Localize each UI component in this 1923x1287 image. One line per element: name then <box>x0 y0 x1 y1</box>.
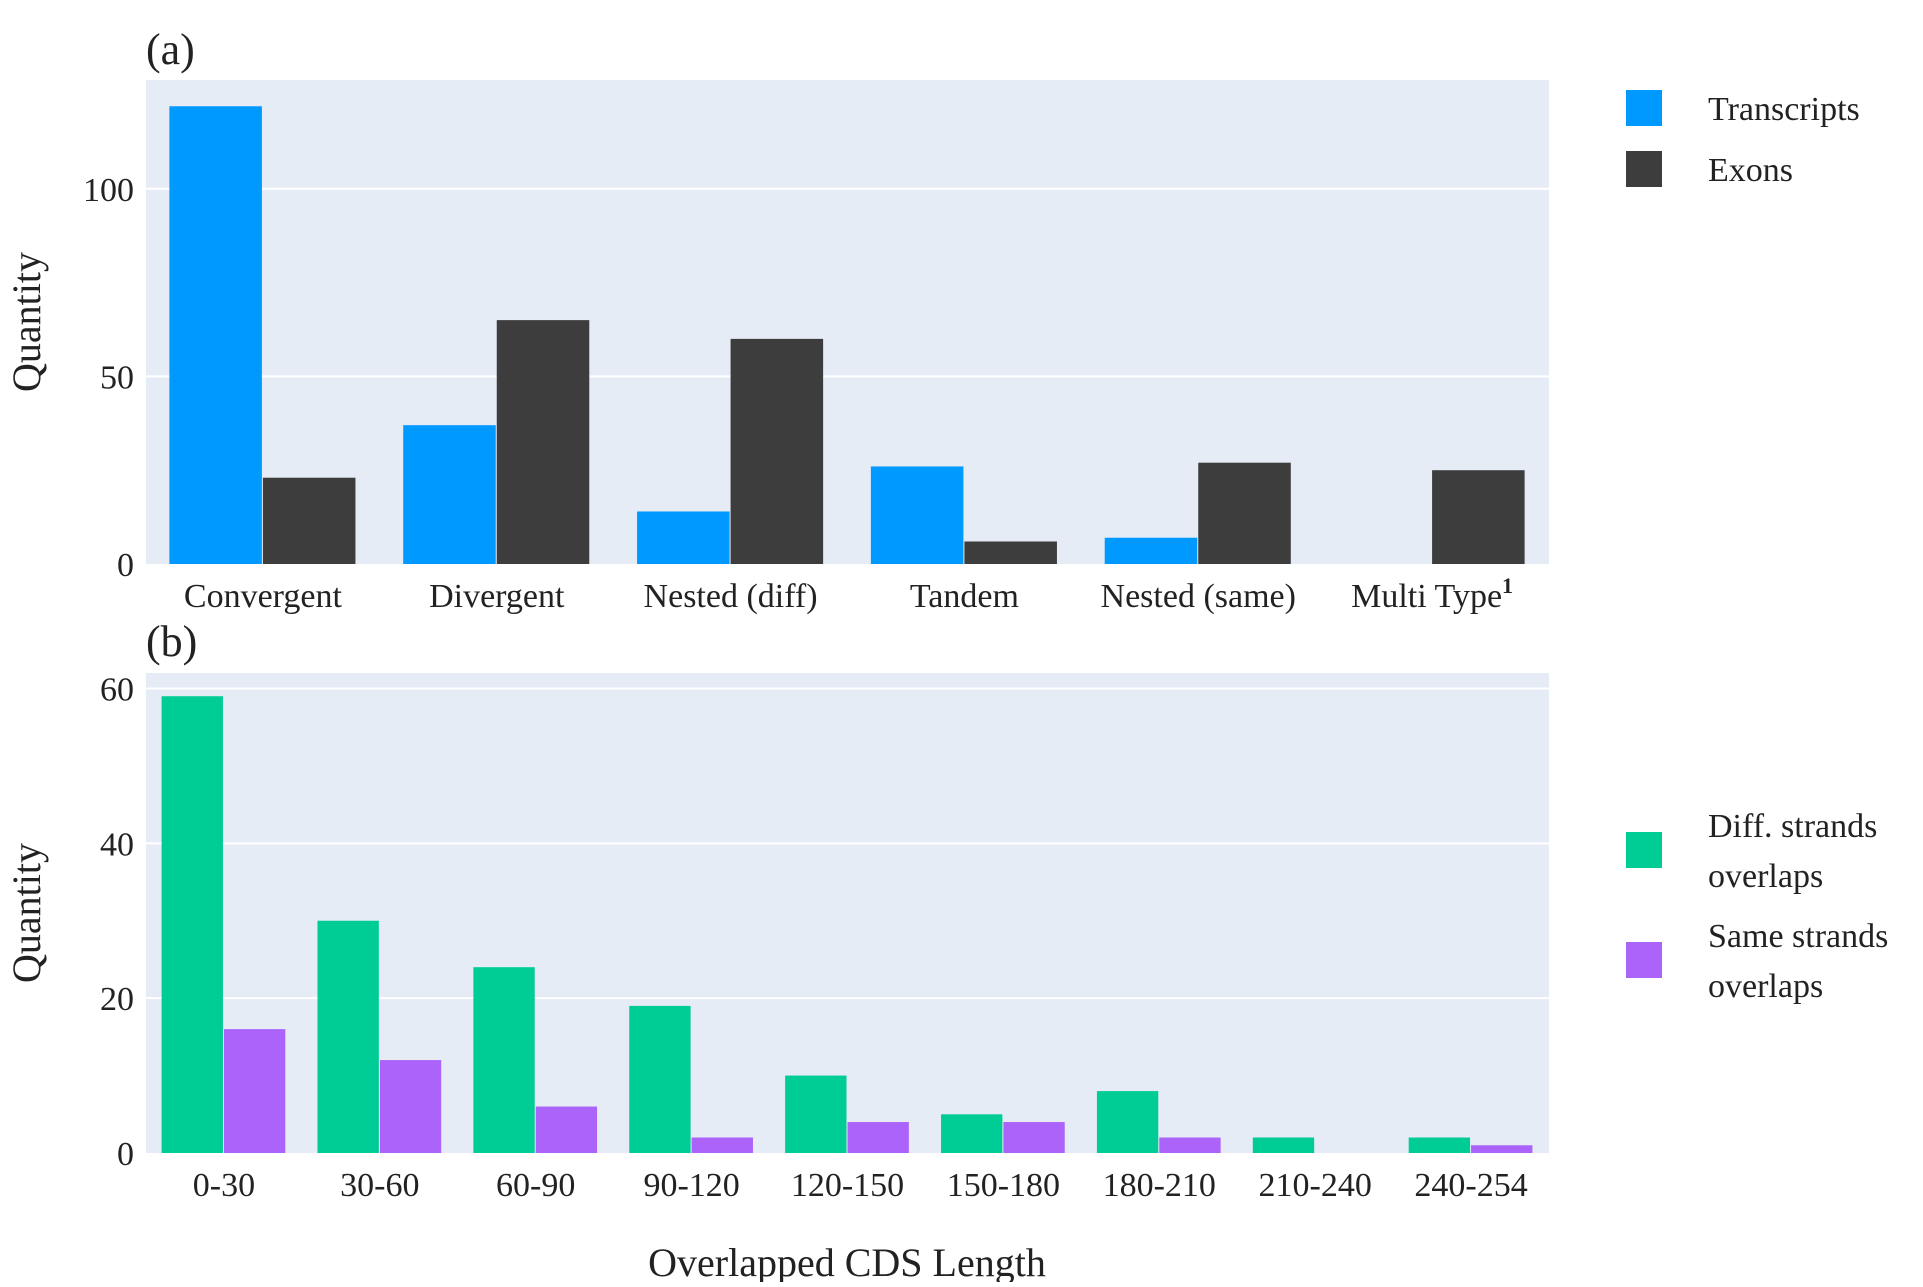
x-tick-label: 90-120 <box>643 1167 739 1204</box>
x-tick-label: Convergent <box>184 578 343 615</box>
legend-label: Same strands overlaps <box>1708 918 1888 1005</box>
y-tick-label: 100 <box>83 172 134 209</box>
bar-series1 <box>161 696 223 1153</box>
panel-b-x-ticks: 0-30 30-60 60-90 90-120 120-150 150-180 180-21… <box>193 1167 1528 1204</box>
panel-a-gridlines <box>146 187 1549 378</box>
bar-series1 <box>1408 1137 1471 1153</box>
panel-b: (b) 0 20 40 60 0-30 30-60 60-90 90-120 120-150 1… <box>4 617 1888 1285</box>
x-tick-label: 240-254 <box>1414 1167 1527 1204</box>
bar-series2 <box>223 1029 286 1153</box>
bar-series2 <box>1159 1137 1221 1153</box>
bar-series2 <box>379 1060 442 1153</box>
panel-a-plot-area <box>146 80 1549 564</box>
bar-series2 <box>496 320 590 564</box>
y-tick-label: 0 <box>117 1136 134 1173</box>
x-tick-label: 0-30 <box>193 1167 255 1204</box>
legend-label: Exons <box>1708 152 1793 189</box>
panel-b-y-axis-title: Quantity <box>4 843 49 983</box>
legend-label: Diff. strands overlaps <box>1708 808 1877 895</box>
x-tick-label: 120-150 <box>791 1167 904 1204</box>
y-tick-label: 40 <box>100 826 134 863</box>
bar-series2 <box>1471 1145 1533 1153</box>
panel-a-x-ticks: Convergent Divergent Nested (diff) Tandem Ne… <box>184 573 1513 615</box>
y-tick-label: 0 <box>117 547 134 584</box>
legend-swatch <box>1626 832 1662 868</box>
bar-series2 <box>1198 462 1291 564</box>
bar-series1 <box>629 1005 691 1153</box>
panel-a-legend: Transcripts Exons <box>1626 90 1860 189</box>
panel-b-bars <box>161 696 1533 1153</box>
panel-a-y-ticks: 0 50 100 <box>83 172 134 584</box>
bar-series2 <box>847 1122 909 1153</box>
legend-swatch <box>1626 151 1662 187</box>
bar-series1 <box>785 1075 847 1153</box>
x-tick-label: Tandem <box>910 578 1019 615</box>
x-tick-label: 60-90 <box>496 1167 575 1204</box>
bar-series1 <box>1096 1091 1159 1153</box>
bar-series2 <box>535 1106 598 1153</box>
panel-a-y-axis-title: Quantity <box>4 252 49 392</box>
bar-series1 <box>637 511 730 564</box>
bar-series1 <box>941 1114 1003 1153</box>
bar-series2 <box>262 477 356 564</box>
panel-b-gridlines <box>146 687 1549 1000</box>
bar-series1 <box>169 106 262 565</box>
x-tick-label: Divergent <box>429 578 565 615</box>
panel-b-legend: Diff. strands overlaps Same strands overlap… <box>1626 808 1888 1005</box>
panel-b-x-axis-title: Overlapped CDS Length <box>648 1240 1046 1282</box>
panel-a-label: (a) <box>146 25 195 74</box>
legend-swatch <box>1626 90 1662 126</box>
legend-label: Transcripts <box>1708 91 1860 128</box>
x-tick-label: 210-240 <box>1259 1167 1372 1204</box>
legend-swatch <box>1626 942 1662 978</box>
y-tick-label: 60 <box>100 671 134 708</box>
bar-series2 <box>691 1137 753 1153</box>
x-tick-label: 180-210 <box>1103 1167 1216 1204</box>
bar-series2 <box>730 338 824 564</box>
y-tick-label: 20 <box>100 981 134 1018</box>
x-tick-label: 150-180 <box>947 1167 1060 1204</box>
bar-series1 <box>473 967 535 1153</box>
bar-series2 <box>1432 470 1525 564</box>
bar-series2 <box>964 541 1057 564</box>
bar-series1 <box>870 466 964 564</box>
bar-series1 <box>1252 1137 1315 1153</box>
panel-a-bars <box>169 106 1525 565</box>
bar-series1 <box>317 920 379 1153</box>
x-tick-label: Nested (same) <box>1101 578 1296 615</box>
x-tick-superscript: 1 <box>1502 573 1513 598</box>
bar-series2 <box>1003 1122 1065 1153</box>
bar-series1 <box>403 425 496 564</box>
x-tick-label: Multi Type1 <box>1351 573 1513 615</box>
panel-b-y-ticks: 0 20 40 60 <box>100 671 134 1173</box>
x-tick-label: 30-60 <box>340 1167 419 1204</box>
x-tick-label: Nested (diff) <box>644 578 818 615</box>
y-tick-label: 50 <box>100 359 134 396</box>
panel-b-label: (b) <box>146 617 197 666</box>
bar-series1 <box>1104 537 1198 564</box>
panel-a: (a) 0 50 100 Convergent Divergent Nested (di… <box>4 25 1860 615</box>
